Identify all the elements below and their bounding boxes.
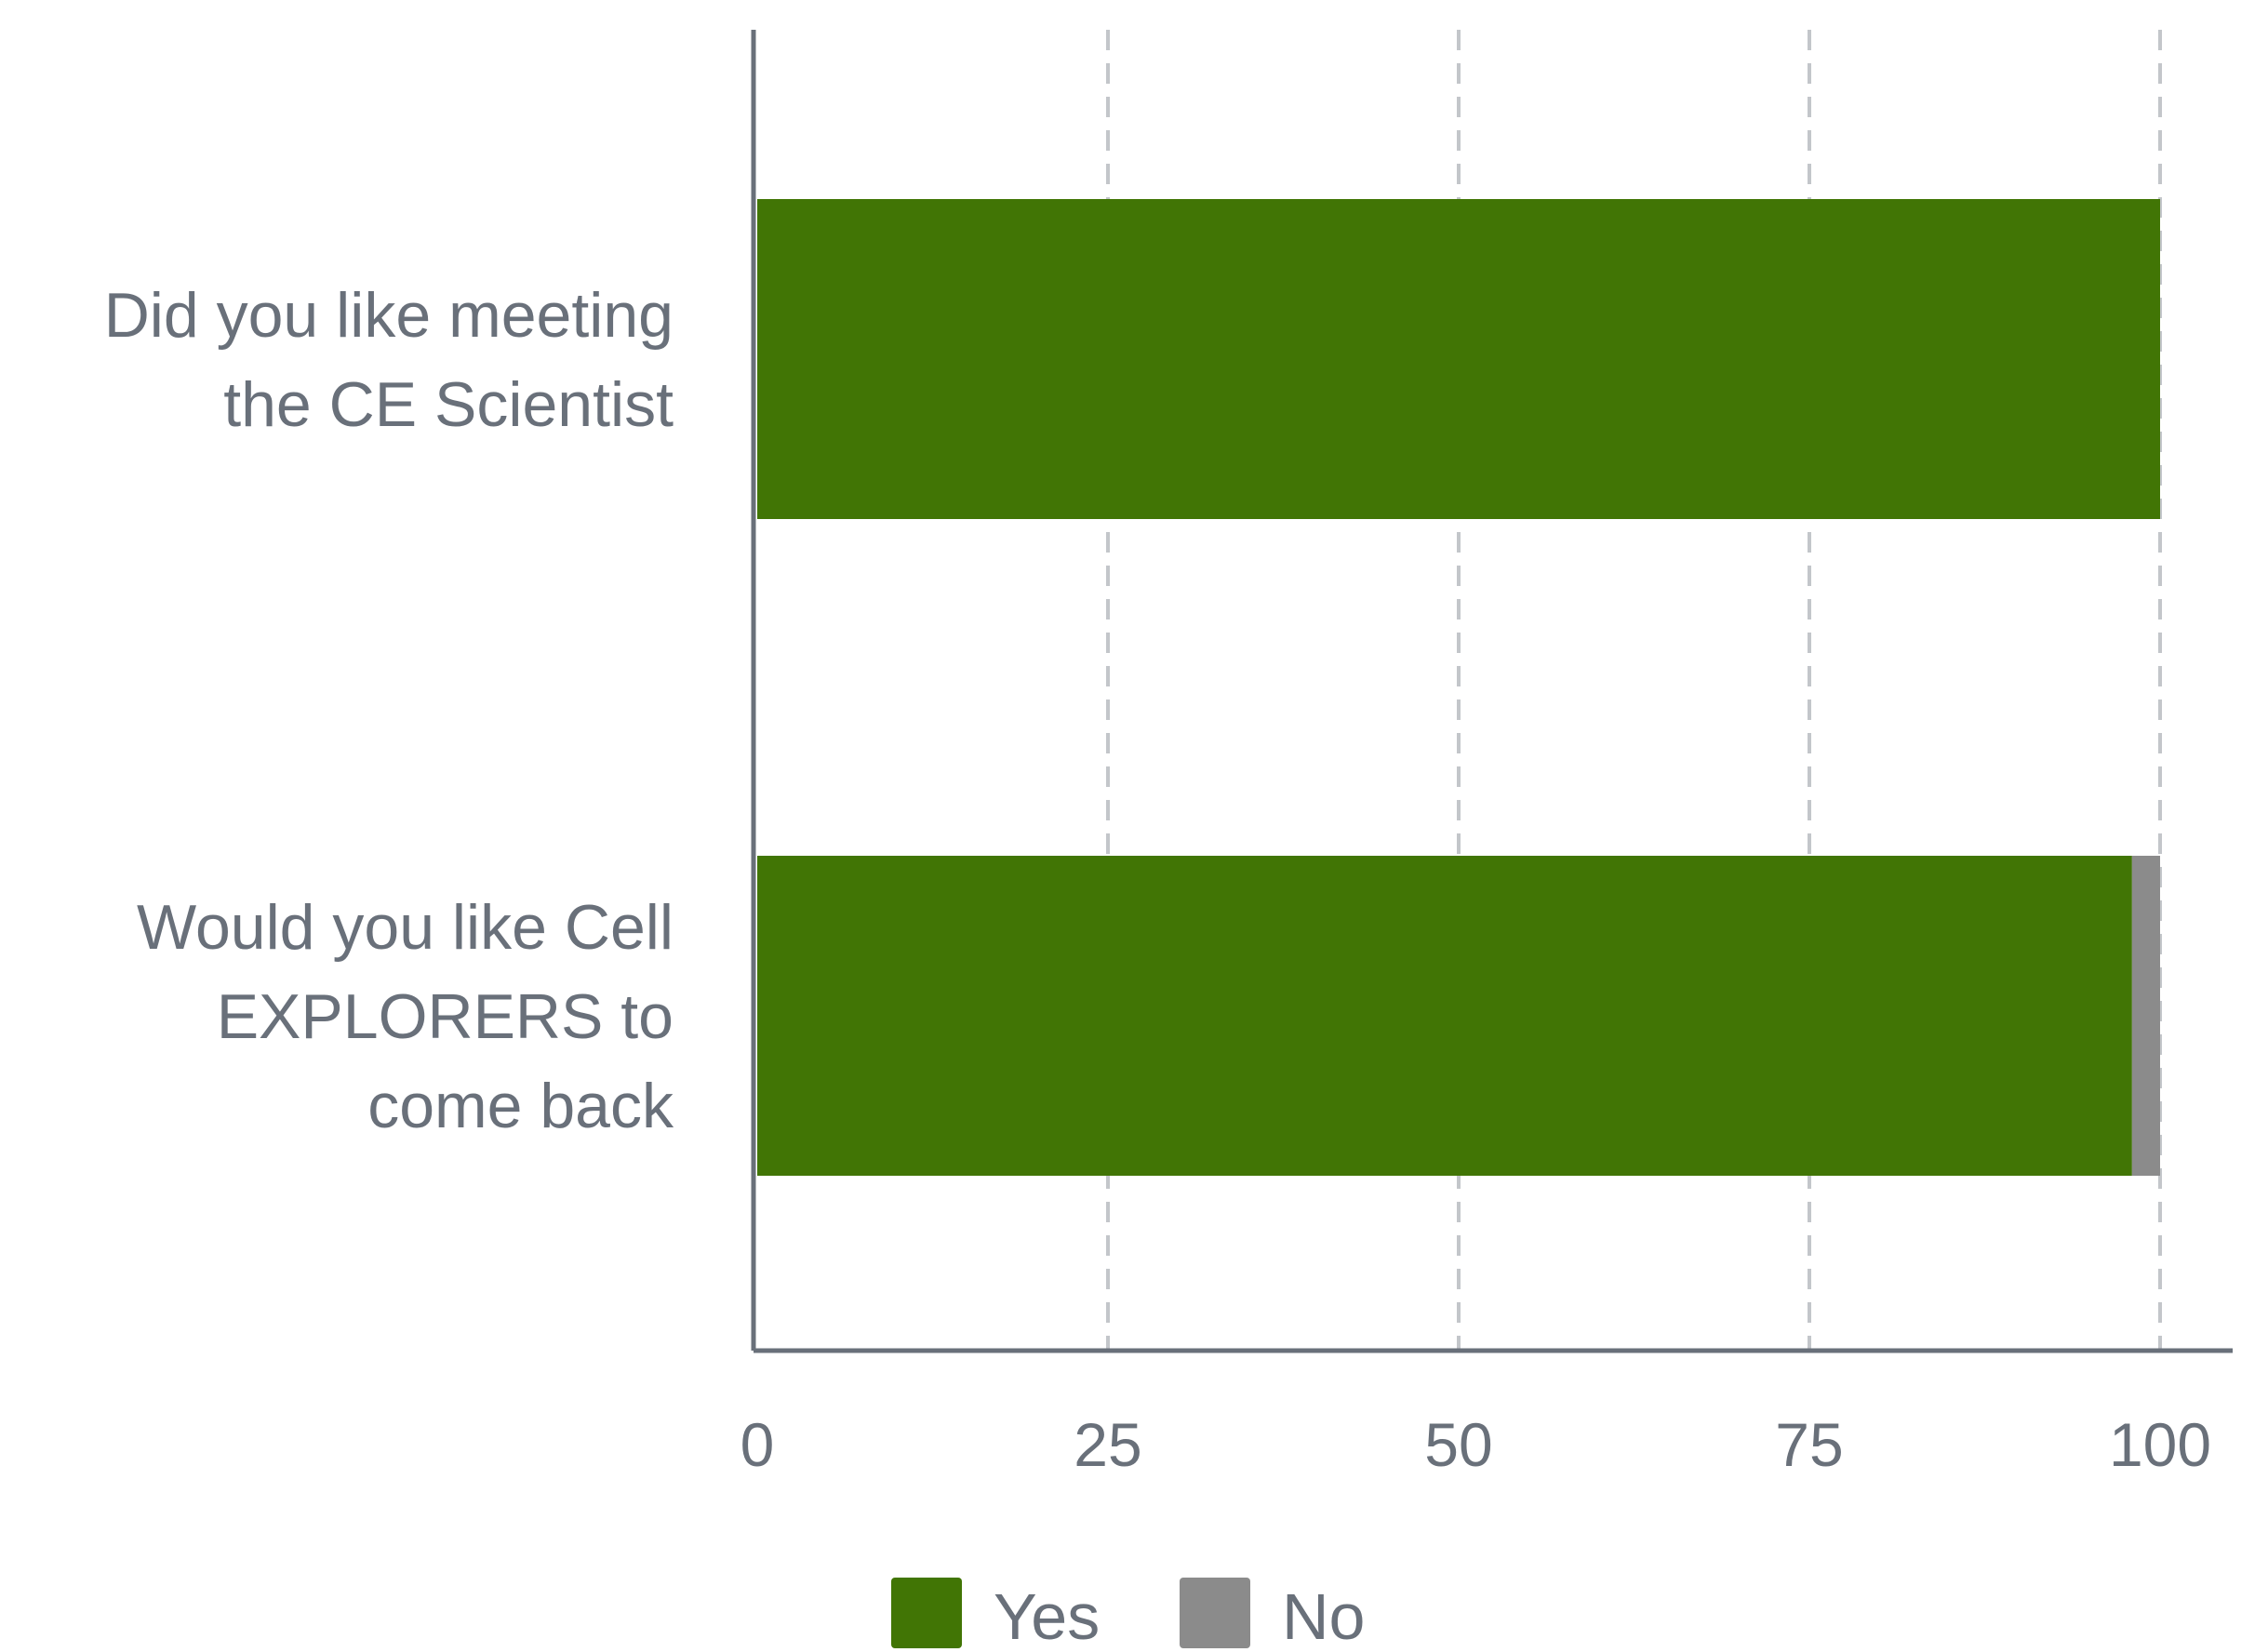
category-label-2-line-2: EXPLORERS to bbox=[217, 981, 674, 1052]
legend-label-no: No bbox=[1282, 1580, 1365, 1652]
x-tick-labels: 0 25 50 75 100 bbox=[740, 1410, 2211, 1479]
bar-no-2 bbox=[2131, 856, 2160, 1176]
category-label-1-line-2: the CE Scientist bbox=[223, 369, 674, 440]
x-tick-75: 75 bbox=[1775, 1410, 1843, 1479]
axis-layer bbox=[751, 30, 2233, 1353]
category-label-2: Would you like Cell EXPLORERS to come back bbox=[137, 892, 674, 1141]
category-label-1: Did you like meeting the CE Scientist bbox=[104, 280, 674, 440]
category-label-1-line-1: Did you like meeting bbox=[104, 280, 674, 351]
legend-swatch-yes bbox=[891, 1578, 962, 1648]
category-label-2-line-1: Would you like Cell bbox=[137, 892, 674, 963]
category-labels: Did you like meeting the CE Scientist Woul… bbox=[104, 280, 674, 1141]
x-tick-25: 25 bbox=[1074, 1410, 1141, 1479]
x-tick-50: 50 bbox=[1424, 1410, 1492, 1479]
legend: Yes No bbox=[891, 1578, 1365, 1652]
x-tick-100: 100 bbox=[2109, 1410, 2211, 1479]
bar-yes-1 bbox=[757, 199, 2160, 519]
bar-layer bbox=[757, 199, 2160, 1176]
legend-label-yes: Yes bbox=[994, 1580, 1100, 1652]
bar-yes-2 bbox=[757, 856, 2132, 1176]
legend-swatch-no bbox=[1180, 1578, 1250, 1648]
category-label-2-line-3: come back bbox=[367, 1071, 674, 1141]
x-tick-0: 0 bbox=[740, 1410, 775, 1479]
